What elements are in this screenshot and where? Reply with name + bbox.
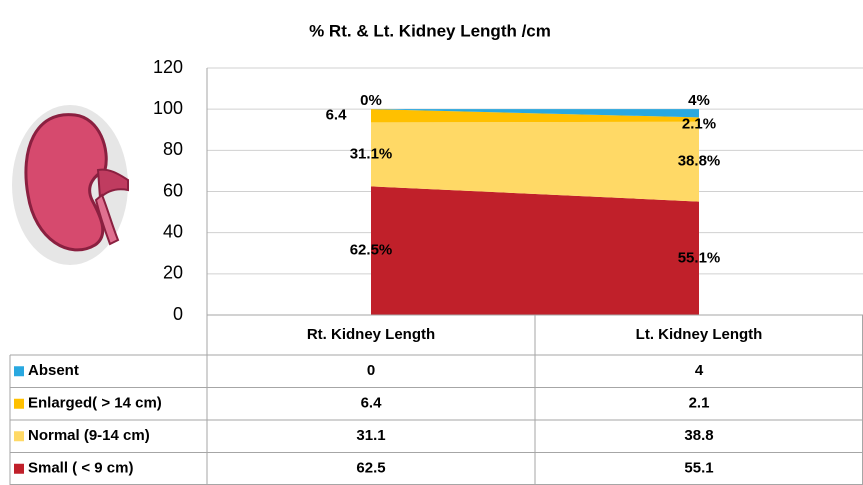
table-cell: 31.1 bbox=[356, 427, 385, 444]
table-cell: 4 bbox=[695, 362, 704, 379]
y-tick-label: 20 bbox=[163, 263, 183, 283]
data-label: 4% bbox=[688, 92, 710, 109]
area bbox=[371, 186, 699, 315]
legend-label: Small ( < 9 cm) bbox=[28, 460, 133, 477]
legend-label: Absent bbox=[28, 362, 79, 379]
chart-title: % Rt. & Lt. Kidney Length /cm bbox=[309, 21, 551, 40]
kidney-icon bbox=[12, 105, 129, 265]
y-tick-label: 40 bbox=[163, 221, 183, 241]
legend-swatch bbox=[14, 366, 24, 377]
x-tick-label: Lt. Kidney Length bbox=[636, 326, 763, 343]
table-cell: 6.4 bbox=[361, 395, 383, 412]
legend-label: Enlarged( > 14 cm) bbox=[28, 395, 162, 412]
legend-label: Normal (9-14 cm) bbox=[28, 427, 150, 444]
legend-swatch bbox=[14, 398, 24, 409]
data-label: 38.8% bbox=[678, 153, 721, 170]
y-tick-label: 120 bbox=[153, 57, 183, 77]
legend-swatch bbox=[14, 463, 24, 474]
data-label: 0% bbox=[360, 92, 382, 109]
legend-swatch bbox=[14, 431, 24, 442]
data-label: 62.5% bbox=[350, 242, 393, 259]
area bbox=[371, 109, 699, 123]
table-cell: 62.5 bbox=[356, 460, 385, 477]
y-tick-label: 100 bbox=[153, 98, 183, 118]
data-label: 6.4 bbox=[326, 107, 348, 124]
data-label: 31.1% bbox=[350, 145, 393, 162]
table-cell: 2.1 bbox=[689, 395, 710, 412]
table-cell: 38.8 bbox=[684, 427, 713, 444]
y-tick-label: 60 bbox=[163, 180, 183, 200]
y-tick-label: 80 bbox=[163, 139, 183, 159]
table-cell: 0 bbox=[367, 362, 375, 379]
y-tick-label: 0 bbox=[173, 304, 183, 324]
area bbox=[371, 109, 699, 118]
data-label: 55.1% bbox=[678, 249, 721, 266]
table-cell: 55.1 bbox=[684, 460, 713, 477]
x-tick-label: Rt. Kidney Length bbox=[307, 326, 435, 343]
area bbox=[371, 121, 699, 202]
data-label: 2.1% bbox=[682, 116, 716, 133]
